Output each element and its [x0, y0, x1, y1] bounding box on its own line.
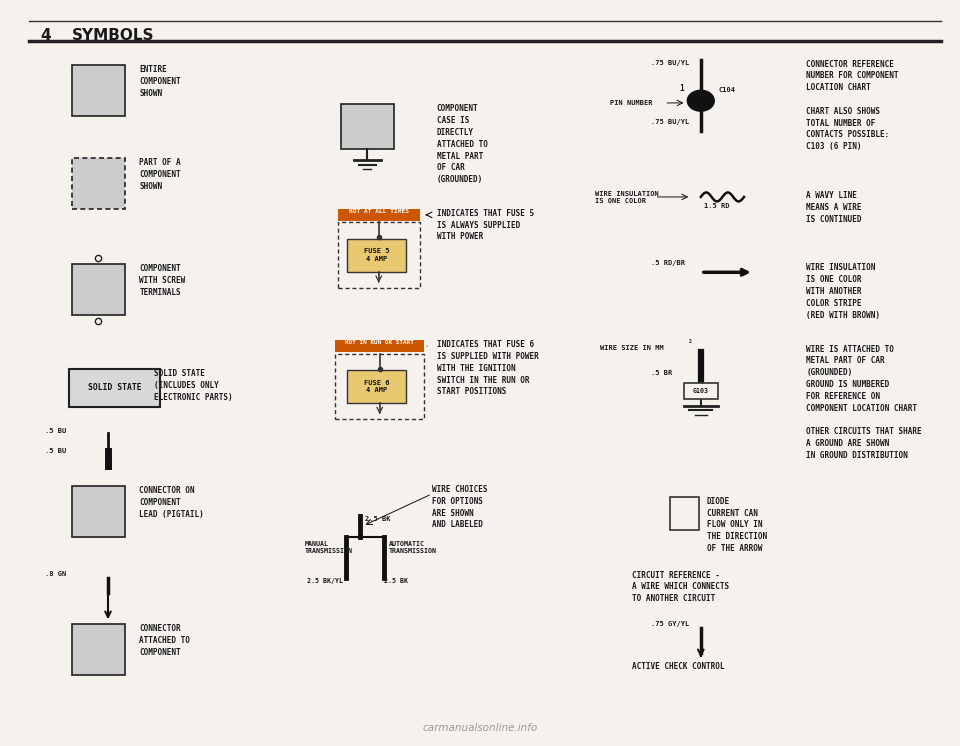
FancyBboxPatch shape: [341, 104, 394, 149]
Text: WIRE CHOICES
FOR OPTIONS
ARE SHOWN
AND LABELED: WIRE CHOICES FOR OPTIONS ARE SHOWN AND L…: [432, 485, 488, 530]
Text: .5 BU: .5 BU: [45, 448, 66, 454]
Text: G103: G103: [693, 388, 708, 394]
Text: CONNECTOR REFERENCE
NUMBER FOR COMPONENT
LOCATION CHART

CHART ALSO SHOWS
TOTAL : CONNECTOR REFERENCE NUMBER FOR COMPONENT…: [806, 60, 899, 151]
Text: ENTIRE
COMPONENT
SHOWN: ENTIRE COMPONENT SHOWN: [139, 65, 180, 98]
Circle shape: [687, 90, 714, 111]
Text: COMPONENT
WITH SCREW
TERMINALS: COMPONENT WITH SCREW TERMINALS: [139, 264, 185, 297]
Text: 4: 4: [40, 28, 51, 43]
FancyBboxPatch shape: [670, 497, 699, 530]
Text: carmanualsonline.info: carmanualsonline.info: [422, 723, 538, 733]
Text: CONNECTOR ON
COMPONENT
LEAD (PIGTAIL): CONNECTOR ON COMPONENT LEAD (PIGTAIL): [139, 486, 204, 519]
Text: COMPONENT
CASE IS
DIRECTLY
ATTACHED TO
METAL PART
OF CAR
(GROUNDED): COMPONENT CASE IS DIRECTLY ATTACHED TO M…: [437, 104, 488, 184]
Text: PIN NUMBER: PIN NUMBER: [610, 100, 652, 106]
Text: CIRCUIT REFERENCE -
A WIRE WHICH CONNECTS
TO ANOTHER CIRCUIT: CIRCUIT REFERENCE - A WIRE WHICH CONNECT…: [632, 571, 729, 604]
Text: 2.5 BK: 2.5 BK: [384, 578, 408, 584]
Text: HOT IN RUN OR START: HOT IN RUN OR START: [346, 340, 414, 345]
Text: FUSE 6
4 AMP: FUSE 6 4 AMP: [364, 380, 389, 393]
Text: 1.5 RD: 1.5 RD: [704, 203, 730, 209]
Text: PART OF A
COMPONENT
SHOWN: PART OF A COMPONENT SHOWN: [139, 158, 180, 191]
Text: .75 BU/YL: .75 BU/YL: [651, 60, 689, 66]
Text: .8 GN: .8 GN: [45, 571, 66, 577]
FancyBboxPatch shape: [69, 369, 160, 407]
Text: ACTIVE CHECK CONTROL: ACTIVE CHECK CONTROL: [632, 662, 724, 671]
Text: C104: C104: [718, 87, 735, 93]
Text: .75 BU/YL: .75 BU/YL: [651, 119, 689, 125]
Text: INDICATES THAT FUSE 6
IS SUPPLIED WITH POWER
WITH THE IGNITION
SWITCH IN THE RUN: INDICATES THAT FUSE 6 IS SUPPLIED WITH P…: [437, 340, 539, 396]
Text: .75 GY/YL: .75 GY/YL: [651, 621, 689, 627]
Text: WIRE SIZE IN MM: WIRE SIZE IN MM: [600, 345, 663, 351]
Text: 1: 1: [680, 84, 684, 93]
Text: CONNECTOR
ATTACHED TO
COMPONENT: CONNECTOR ATTACHED TO COMPONENT: [139, 624, 190, 657]
FancyBboxPatch shape: [335, 340, 424, 352]
Text: WIRE IS ATTACHED TO
METAL PART OF CAR
(GROUNDED)
GROUND IS NUMBERED
FOR REFERENC: WIRE IS ATTACHED TO METAL PART OF CAR (G…: [806, 345, 922, 460]
Text: MANUAL
TRANSMISSION: MANUAL TRANSMISSION: [304, 541, 352, 554]
Text: FUSE 5
4 AMP: FUSE 5 4 AMP: [364, 248, 389, 262]
FancyBboxPatch shape: [72, 158, 125, 209]
Text: SYMBOLS: SYMBOLS: [72, 28, 155, 43]
FancyBboxPatch shape: [338, 209, 420, 221]
Text: SOLID STATE: SOLID STATE: [88, 383, 141, 392]
FancyBboxPatch shape: [684, 383, 718, 399]
Text: 2: 2: [688, 339, 691, 344]
FancyBboxPatch shape: [347, 370, 406, 403]
Text: A WAVY LINE
MEANS A WIRE
IS CONTINUED: A WAVY LINE MEANS A WIRE IS CONTINUED: [806, 191, 862, 224]
FancyBboxPatch shape: [72, 486, 125, 537]
Text: WIRE INSULATION
IS ONE COLOR
WITH ANOTHER
COLOR STRIPE
(RED WITH BROWN): WIRE INSULATION IS ONE COLOR WITH ANOTHE…: [806, 263, 880, 319]
Text: 2.5 BK: 2.5 BK: [365, 516, 391, 522]
Text: .5 RD/BR: .5 RD/BR: [651, 260, 684, 266]
FancyBboxPatch shape: [72, 624, 125, 675]
FancyBboxPatch shape: [347, 239, 406, 272]
Text: .5 BR: .5 BR: [651, 370, 672, 376]
Text: INDICATES THAT FUSE 5
IS ALWAYS SUPPLIED
WITH POWER: INDICATES THAT FUSE 5 IS ALWAYS SUPPLIED…: [437, 209, 534, 242]
FancyBboxPatch shape: [72, 264, 125, 315]
FancyBboxPatch shape: [335, 354, 424, 419]
Text: AUTOMATIC
TRANSMISSION: AUTOMATIC TRANSMISSION: [389, 541, 437, 554]
Text: HOT AT ALL TIMES: HOT AT ALL TIMES: [348, 209, 409, 214]
Text: WIRE INSULATION
IS ONE COLOR: WIRE INSULATION IS ONE COLOR: [595, 191, 659, 204]
Text: DIODE
CURRENT CAN
FLOW ONLY IN
THE DIRECTION
OF THE ARROW: DIODE CURRENT CAN FLOW ONLY IN THE DIREC…: [707, 497, 767, 553]
Text: 2.5 BK/YL: 2.5 BK/YL: [307, 578, 343, 584]
FancyBboxPatch shape: [338, 222, 420, 288]
Text: SOLID STATE
(INCLUDES ONLY
ELECTRONIC PARTS): SOLID STATE (INCLUDES ONLY ELECTRONIC PA…: [154, 369, 232, 402]
Text: .5 BU: .5 BU: [45, 428, 66, 434]
FancyBboxPatch shape: [72, 65, 125, 116]
